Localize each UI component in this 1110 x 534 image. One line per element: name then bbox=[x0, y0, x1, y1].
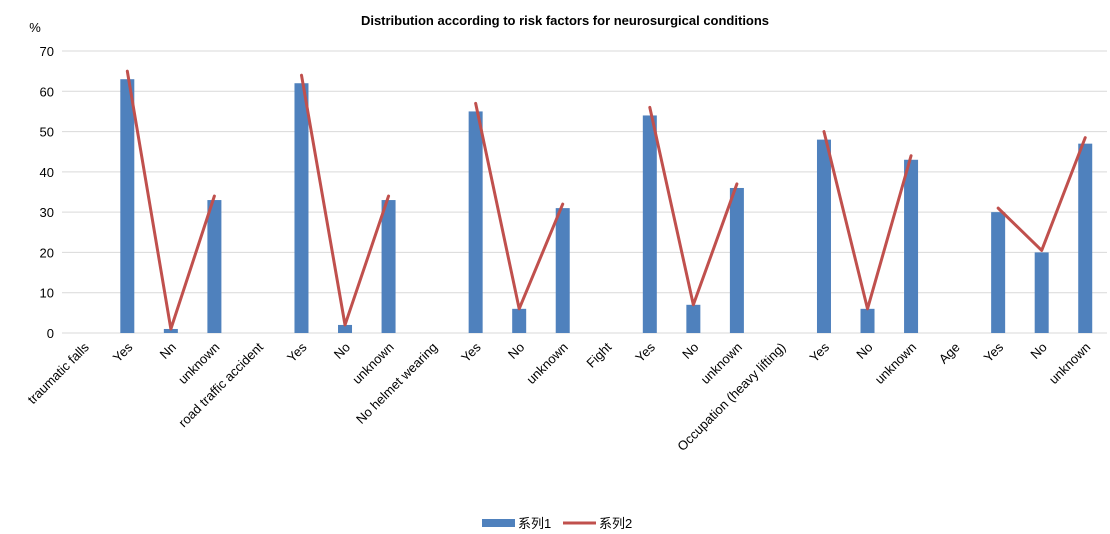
x-category-label: Fight bbox=[583, 339, 614, 370]
x-category-label: unknown bbox=[523, 340, 570, 387]
x-category-label: Yes bbox=[284, 339, 310, 365]
x-category-label: No bbox=[679, 340, 701, 362]
series-2-line-segment-2 bbox=[474, 101, 565, 311]
x-category-label: No helmet wearing bbox=[353, 340, 440, 427]
bar-19 bbox=[904, 159, 919, 333]
x-category-label: Yes bbox=[806, 339, 832, 365]
legend: 系列1 系列2 bbox=[482, 516, 632, 531]
bar-1 bbox=[120, 79, 135, 333]
x-category-label: unknown bbox=[1046, 340, 1093, 387]
bar-10 bbox=[512, 308, 527, 333]
x-category-label: No bbox=[505, 340, 527, 362]
y-tick-label: 40 bbox=[40, 165, 54, 180]
series-2-line-segment-1 bbox=[299, 73, 391, 327]
gridlines bbox=[62, 50, 1107, 334]
y-axis-ticks: 0 10 20 30 40 50 60 70 bbox=[40, 44, 54, 341]
chart-title: Distribution according to risk factors f… bbox=[361, 13, 769, 28]
x-category-label: No bbox=[1027, 340, 1049, 362]
bar-5 bbox=[294, 83, 309, 333]
x-category-label: Yes bbox=[458, 339, 484, 365]
bar-17 bbox=[816, 139, 831, 333]
x-category-label: Nn bbox=[157, 340, 179, 362]
line-series bbox=[125, 69, 1087, 331]
series-2-line-segment-4 bbox=[822, 130, 913, 311]
bar-6 bbox=[338, 324, 353, 333]
bar-22 bbox=[1034, 252, 1049, 333]
legend-swatch-series-1 bbox=[482, 519, 515, 527]
bar-2 bbox=[163, 328, 178, 333]
y-tick-label: 10 bbox=[40, 286, 54, 301]
x-category-label: traumatic falls bbox=[25, 339, 93, 407]
y-axis-label: % bbox=[29, 20, 41, 35]
x-category-label: unknown bbox=[872, 340, 919, 387]
y-tick-label: 70 bbox=[40, 44, 54, 59]
bar-13 bbox=[642, 115, 657, 333]
x-category-label: Age bbox=[936, 340, 963, 367]
bar-15 bbox=[729, 187, 744, 333]
x-category-label: No bbox=[331, 340, 353, 362]
x-axis-labels: traumatic falls Yes Nn unknown road traffic … bbox=[25, 339, 1094, 454]
bar-23 bbox=[1078, 143, 1093, 333]
y-tick-label: 20 bbox=[40, 245, 54, 260]
bar-21 bbox=[991, 212, 1006, 333]
legend-label-series-2: 系列2 bbox=[599, 516, 632, 531]
bar-18 bbox=[860, 308, 875, 333]
bar-3 bbox=[207, 200, 222, 333]
bar-series bbox=[120, 79, 1093, 333]
x-category-label: Yes bbox=[981, 339, 1007, 365]
x-category-label: Yes bbox=[110, 339, 136, 365]
series-2-line-segment-3 bbox=[648, 105, 739, 307]
legend-label-series-1: 系列1 bbox=[518, 516, 551, 531]
series-2-line-segment-5 bbox=[996, 136, 1087, 252]
x-category-label: Yes bbox=[632, 339, 658, 365]
y-tick-label: 60 bbox=[40, 84, 54, 99]
y-tick-label: 30 bbox=[40, 205, 54, 220]
bar-11 bbox=[555, 208, 570, 333]
bar-14 bbox=[686, 304, 701, 333]
x-category-label: road traffic accident bbox=[175, 339, 266, 430]
y-tick-label: 0 bbox=[47, 326, 54, 341]
y-tick-label: 50 bbox=[40, 125, 54, 140]
series-2-line-segment-0 bbox=[125, 69, 216, 331]
x-category-label: No bbox=[853, 340, 875, 362]
bar-7 bbox=[381, 200, 396, 333]
bar-9 bbox=[468, 111, 483, 333]
